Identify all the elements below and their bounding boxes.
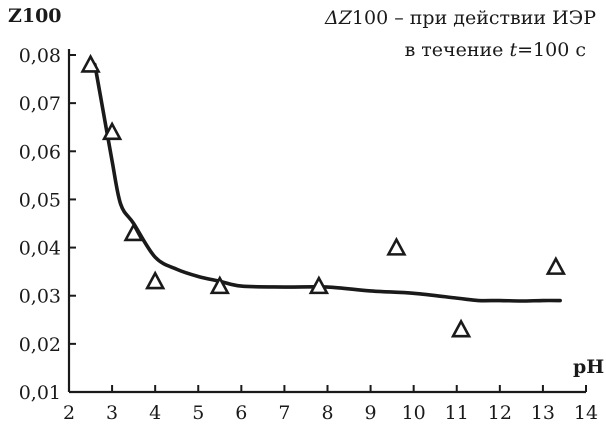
x-tick-label: 11 — [445, 402, 469, 424]
annotation-line-1: ΔZ100 – при действии ИЭР — [324, 7, 596, 29]
ticks: 2 3 4 5 6 7 8 9 10 11 12 13 14 0,01 0,02 0,03 0,04 0,05 0,… — [19, 45, 598, 424]
y-tick-label: 0,01 — [19, 382, 61, 404]
x-tick-label: 8 — [321, 402, 333, 424]
x-tick-label: 4 — [149, 402, 161, 424]
data-point-triangle — [386, 236, 407, 256]
annotation-value: =100 с — [517, 39, 586, 61]
annotation-symbol: ΔZ — [324, 7, 353, 29]
data-point-triangle — [123, 222, 144, 242]
x-tick-label: 2 — [63, 402, 75, 424]
annotation-number: 100 — [352, 7, 388, 29]
y-axis-title: Z100 — [8, 5, 62, 27]
annotation-line-2: в течение t=100 с — [405, 39, 586, 61]
series — [80, 53, 567, 338]
data-point-triangle — [545, 256, 567, 275]
data-point-triangle — [450, 318, 472, 338]
data-point-triangle — [101, 121, 123, 141]
y-tick-label: 0,04 — [19, 238, 61, 260]
x-tick-label: 7 — [278, 402, 290, 424]
x-tick-label: 12 — [488, 402, 512, 424]
x-tick-label: 6 — [235, 402, 247, 424]
x-tick-label: 5 — [192, 402, 204, 424]
y-tick-label: 0,03 — [19, 286, 61, 308]
axes — [67, 49, 586, 394]
data-point-triangle — [308, 275, 330, 295]
x-tick-label: 3 — [106, 402, 118, 424]
x-tick-label: 9 — [365, 402, 377, 424]
y-tick-label: 0,08 — [19, 45, 61, 67]
y-tick-label: 0,06 — [19, 141, 61, 163]
x-tick-label: 14 — [574, 402, 598, 424]
x-tick-label: 10 — [402, 402, 426, 424]
annotation-text: – при действии ИЭР — [388, 7, 596, 29]
y-tick-label: 0,07 — [19, 93, 61, 115]
data-point-triangle — [209, 275, 230, 295]
y-tick-label: 0,02 — [19, 334, 61, 356]
x-tick-label: 13 — [531, 402, 555, 424]
annotation-line2-text: в течение — [405, 39, 510, 61]
y-tick-label: 0,05 — [19, 189, 61, 211]
data-point-triangle — [144, 270, 166, 290]
annotation-variable: t — [509, 39, 517, 61]
x-axis-title: pH — [573, 356, 604, 378]
trend-line — [93, 62, 562, 303]
data-point-triangle — [80, 53, 101, 73]
